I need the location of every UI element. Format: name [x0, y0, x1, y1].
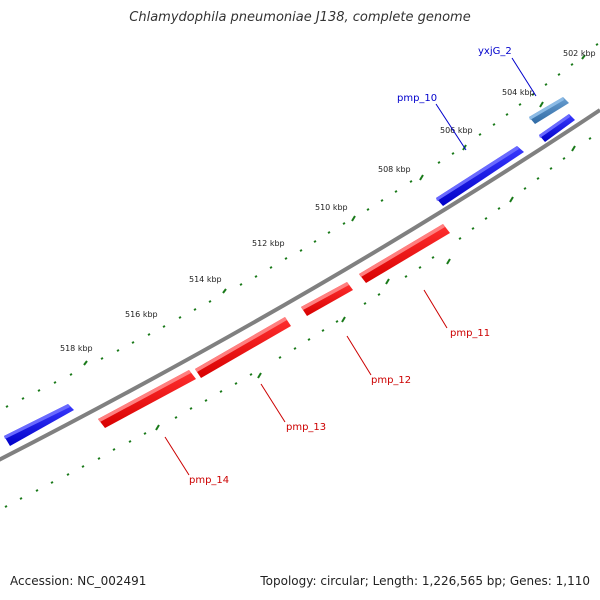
callout-pmp_12 — [346, 335, 372, 376]
callout-pmp_10 — [435, 103, 467, 151]
genome-summary-text: Topology: circular; Length: 1,226,565 bp… — [260, 574, 590, 588]
gene-block-pmp_12[interactable] — [301, 282, 353, 316]
gene-block-yxjG_2[interactable] — [529, 97, 569, 124]
gene-label-pmp_11[interactable]: pmp_11 — [450, 328, 490, 339]
tick-labels: 502 kbp 504 kbp 506 kbp 508 kbp 510 kbp … — [60, 49, 596, 353]
gene-block-pmp_10[interactable] — [539, 114, 575, 142]
gene-labels: yxjG_2 pmp_10 pmp_11 pmp_12 pmp_13 pmp_1… — [189, 46, 512, 486]
gene-label-pmp_12[interactable]: pmp_12 — [371, 375, 411, 386]
genome-backbone — [0, 108, 600, 462]
map-title: Chlamydophila pneumoniae J138, complete … — [129, 10, 471, 25]
accession-text: Accession: NC_002491 — [10, 574, 147, 588]
tick-label-504: 504 kbp — [502, 88, 535, 97]
gene-label-pmp_10[interactable]: pmp_10 — [397, 93, 437, 104]
tick-label-512: 512 kbp — [252, 239, 285, 248]
reverse-genes — [98, 224, 450, 428]
gene-block-pmp_14[interactable] — [98, 370, 196, 428]
gene-label-yxjG_2[interactable]: yxjG_2 — [478, 46, 512, 57]
gene-block-pmp_10-main[interactable] — [436, 146, 524, 206]
tick-label-502: 502 kbp — [563, 49, 596, 58]
tick-label-508: 508 kbp — [378, 165, 411, 174]
tick-label-518: 518 kbp — [60, 344, 93, 353]
tick-label-514: 514 kbp — [189, 275, 222, 284]
callout-lines — [164, 57, 537, 476]
gene-block-pmp_11[interactable] — [359, 224, 450, 283]
outer-tick-ruler — [5, 43, 599, 408]
tick-label-506: 506 kbp — [440, 126, 473, 135]
gene-label-pmp_13[interactable]: pmp_13 — [286, 422, 326, 433]
callout-pmp_14 — [164, 436, 190, 476]
callout-pmp_13 — [260, 383, 286, 423]
tick-label-516: 516 kbp — [125, 310, 158, 319]
inner-tick-ruler — [4, 137, 592, 508]
callout-yxjG_2 — [511, 57, 537, 97]
gene-block-pmp_13[interactable] — [195, 317, 291, 378]
callout-pmp_11 — [423, 289, 448, 329]
gene-label-pmp_14[interactable]: pmp_14 — [189, 475, 229, 486]
forward-genes — [4, 97, 575, 446]
gene-block-left-blue[interactable] — [4, 404, 74, 446]
tick-label-510: 510 kbp — [315, 203, 348, 212]
